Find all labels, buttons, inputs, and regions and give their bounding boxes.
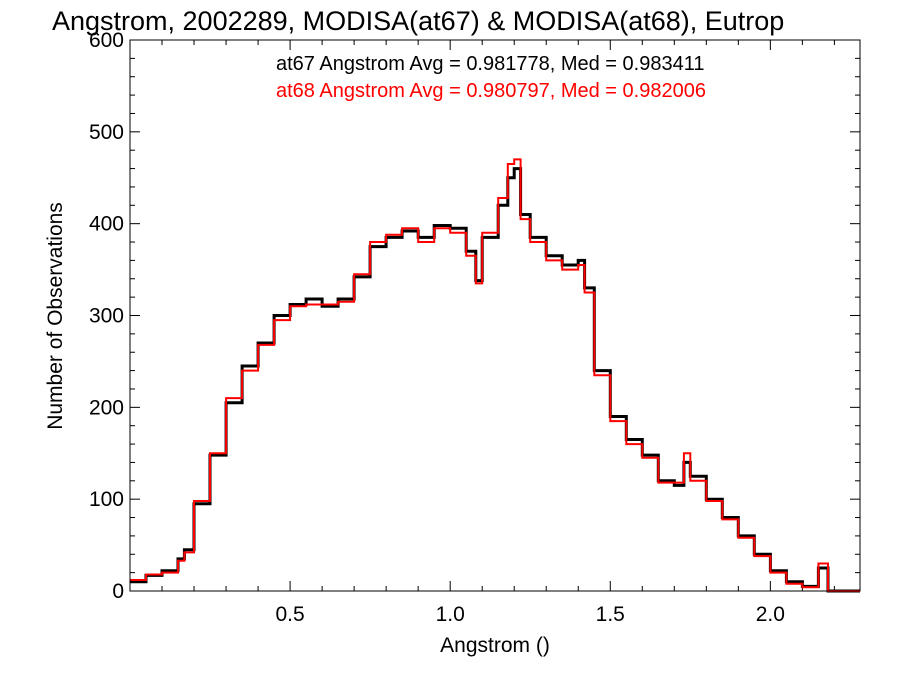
stat-annotation-0: at67 Angstrom Avg = 0.981778, Med = 0.98… — [276, 53, 704, 75]
series-line-1 — [130, 158, 860, 592]
stats-annotations: at67 Angstrom Avg = 0.981778, Med = 0.98… — [276, 53, 706, 102]
y-axis-label: Number of Observations — [44, 202, 67, 430]
y-tick-label: 300 — [89, 305, 124, 328]
plot-frame — [129, 39, 861, 592]
series-layer — [129, 158, 861, 593]
y-tick-label: 200 — [89, 396, 124, 419]
y-tick-label: 500 — [89, 121, 124, 144]
axis-ticks: 0.5 1.0 1.5 2.0 0 100 200 300 400 500 600 — [89, 29, 860, 626]
x-tick-label: 0.5 — [275, 603, 304, 626]
x-tick-label: 1.0 — [436, 603, 465, 626]
chart-title: Angstrom, 2002289, MODISA(at67) & MODISA… — [52, 6, 784, 36]
y-tick-label: 0 — [112, 580, 124, 603]
x-tick-label: 1.5 — [596, 603, 625, 626]
x-tick-label: 2.0 — [756, 603, 785, 626]
y-tick-label: 400 — [89, 213, 124, 236]
stat-annotation-1: at68 Angstrom Avg = 0.980797, Med = 0.98… — [276, 80, 706, 102]
y-tick-label: 600 — [89, 29, 124, 52]
x-axis-label: Angstrom () — [440, 634, 550, 657]
y-tick-label: 100 — [89, 488, 124, 511]
